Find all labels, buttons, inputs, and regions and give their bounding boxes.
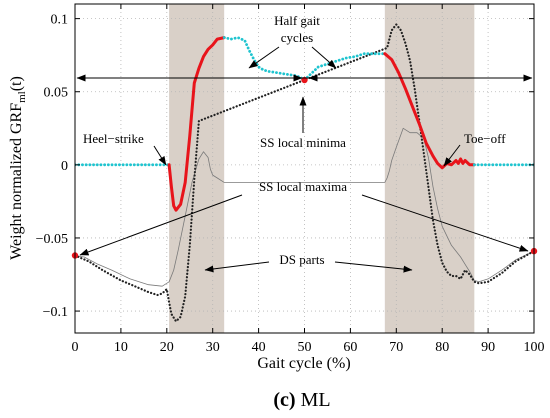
ss-maxima-pointer-left: [79, 194, 243, 256]
ds-region-1: [169, 4, 225, 333]
x-tick-label: 90: [481, 340, 495, 355]
caption-letter: (c): [273, 389, 295, 411]
y-tick-label: 0.05: [44, 86, 69, 101]
x-tick-label: 40: [252, 340, 266, 355]
toe-off-pointer: [443, 144, 461, 167]
ss-maxima-label: SS local maxima: [259, 179, 347, 194]
heel-strike-label: Heel−strike: [83, 131, 144, 146]
x-tick-label: 20: [160, 340, 174, 355]
y-axis-label: Weight normalized GRFml(t): [8, 76, 28, 260]
toe-off-label: Toe−off: [464, 131, 506, 146]
y-axis-label-tail: (t): [8, 76, 25, 91]
ds-parts-label: DS parts: [279, 252, 324, 267]
y-tick-label: −0.05: [36, 232, 68, 247]
half-gait-label-line2: cycles: [281, 30, 313, 45]
ss-minima-label: SS local minima: [260, 135, 346, 150]
series-lines: [75, 23, 534, 323]
x-tick-label: 100: [524, 340, 545, 355]
annotations: Half gait cycles Heel−strike Toe−off SS …: [76, 13, 533, 273]
series-red-6: [383, 52, 476, 170]
y-tick-label: 0.1: [51, 13, 69, 28]
y-axis-label-main: Weight normalized GRF: [8, 103, 25, 260]
heel-strike-pointer: [153, 145, 167, 166]
half-gait-label-line1: Half gait: [274, 13, 320, 28]
x-tick-label: 30: [206, 340, 220, 355]
half-gait-pointer-right: [311, 46, 337, 69]
axis-ticks: 0 10 20 30 40 50 60 70 80 90 100 −0.1 −0.05 0 0.05 0.1: [36, 4, 545, 355]
x-tick-label: 60: [343, 340, 357, 355]
x-tick-label: 0: [72, 340, 79, 355]
y-tick-label: −0.1: [43, 305, 68, 320]
half-gait-pointer-left: [248, 46, 280, 69]
y-axis-label-subscript: ml: [16, 91, 28, 103]
series-red-4: [167, 36, 226, 212]
x-tick-label: 70: [389, 340, 403, 355]
x-tick-label: 80: [435, 340, 449, 355]
figure-caption: (c) ML: [273, 389, 330, 411]
ss-maxima-pointer-right: [361, 194, 529, 252]
x-tick-label: 50: [298, 340, 312, 355]
y-tick-label: 0: [61, 159, 68, 174]
x-tick-label: 10: [114, 340, 128, 355]
ds-region-2: [384, 4, 475, 333]
caption-text: ML: [301, 389, 331, 411]
series-dotted-2: [75, 23, 534, 323]
ds-pointer-right: [334, 261, 413, 273]
ds-pointer-left: [204, 261, 270, 273]
x-axis-label: Gait cycle (%): [257, 355, 350, 372]
series-thin-1: [75, 127, 534, 287]
